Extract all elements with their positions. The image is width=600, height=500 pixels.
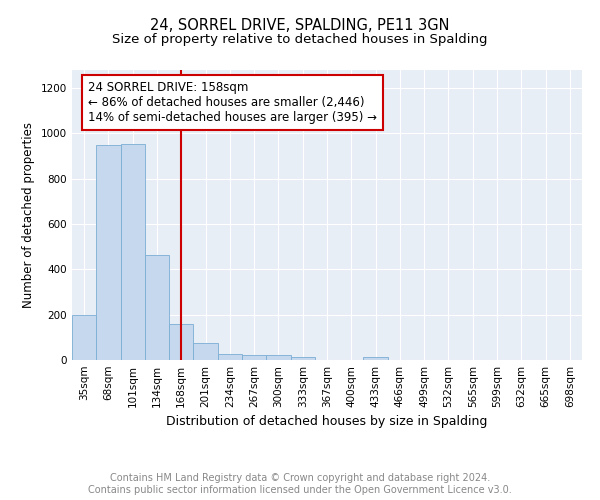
Bar <box>193 343 218 360</box>
X-axis label: Distribution of detached houses by size in Spalding: Distribution of detached houses by size … <box>166 416 488 428</box>
Bar <box>96 145 121 360</box>
Bar <box>121 144 145 360</box>
Y-axis label: Number of detached properties: Number of detached properties <box>22 122 35 308</box>
Bar <box>290 358 315 360</box>
Text: Size of property relative to detached houses in Spalding: Size of property relative to detached ho… <box>112 32 488 46</box>
Bar <box>364 358 388 360</box>
Text: 24 SORREL DRIVE: 158sqm
← 86% of detached houses are smaller (2,446)
14% of semi: 24 SORREL DRIVE: 158sqm ← 86% of detache… <box>88 82 377 124</box>
Text: Contains HM Land Registry data © Crown copyright and database right 2024.
Contai: Contains HM Land Registry data © Crown c… <box>88 474 512 495</box>
Bar <box>242 355 266 360</box>
Bar <box>218 354 242 360</box>
Bar <box>266 356 290 360</box>
Bar <box>145 254 169 360</box>
Bar <box>169 324 193 360</box>
Bar <box>72 314 96 360</box>
Text: 24, SORREL DRIVE, SPALDING, PE11 3GN: 24, SORREL DRIVE, SPALDING, PE11 3GN <box>150 18 450 32</box>
